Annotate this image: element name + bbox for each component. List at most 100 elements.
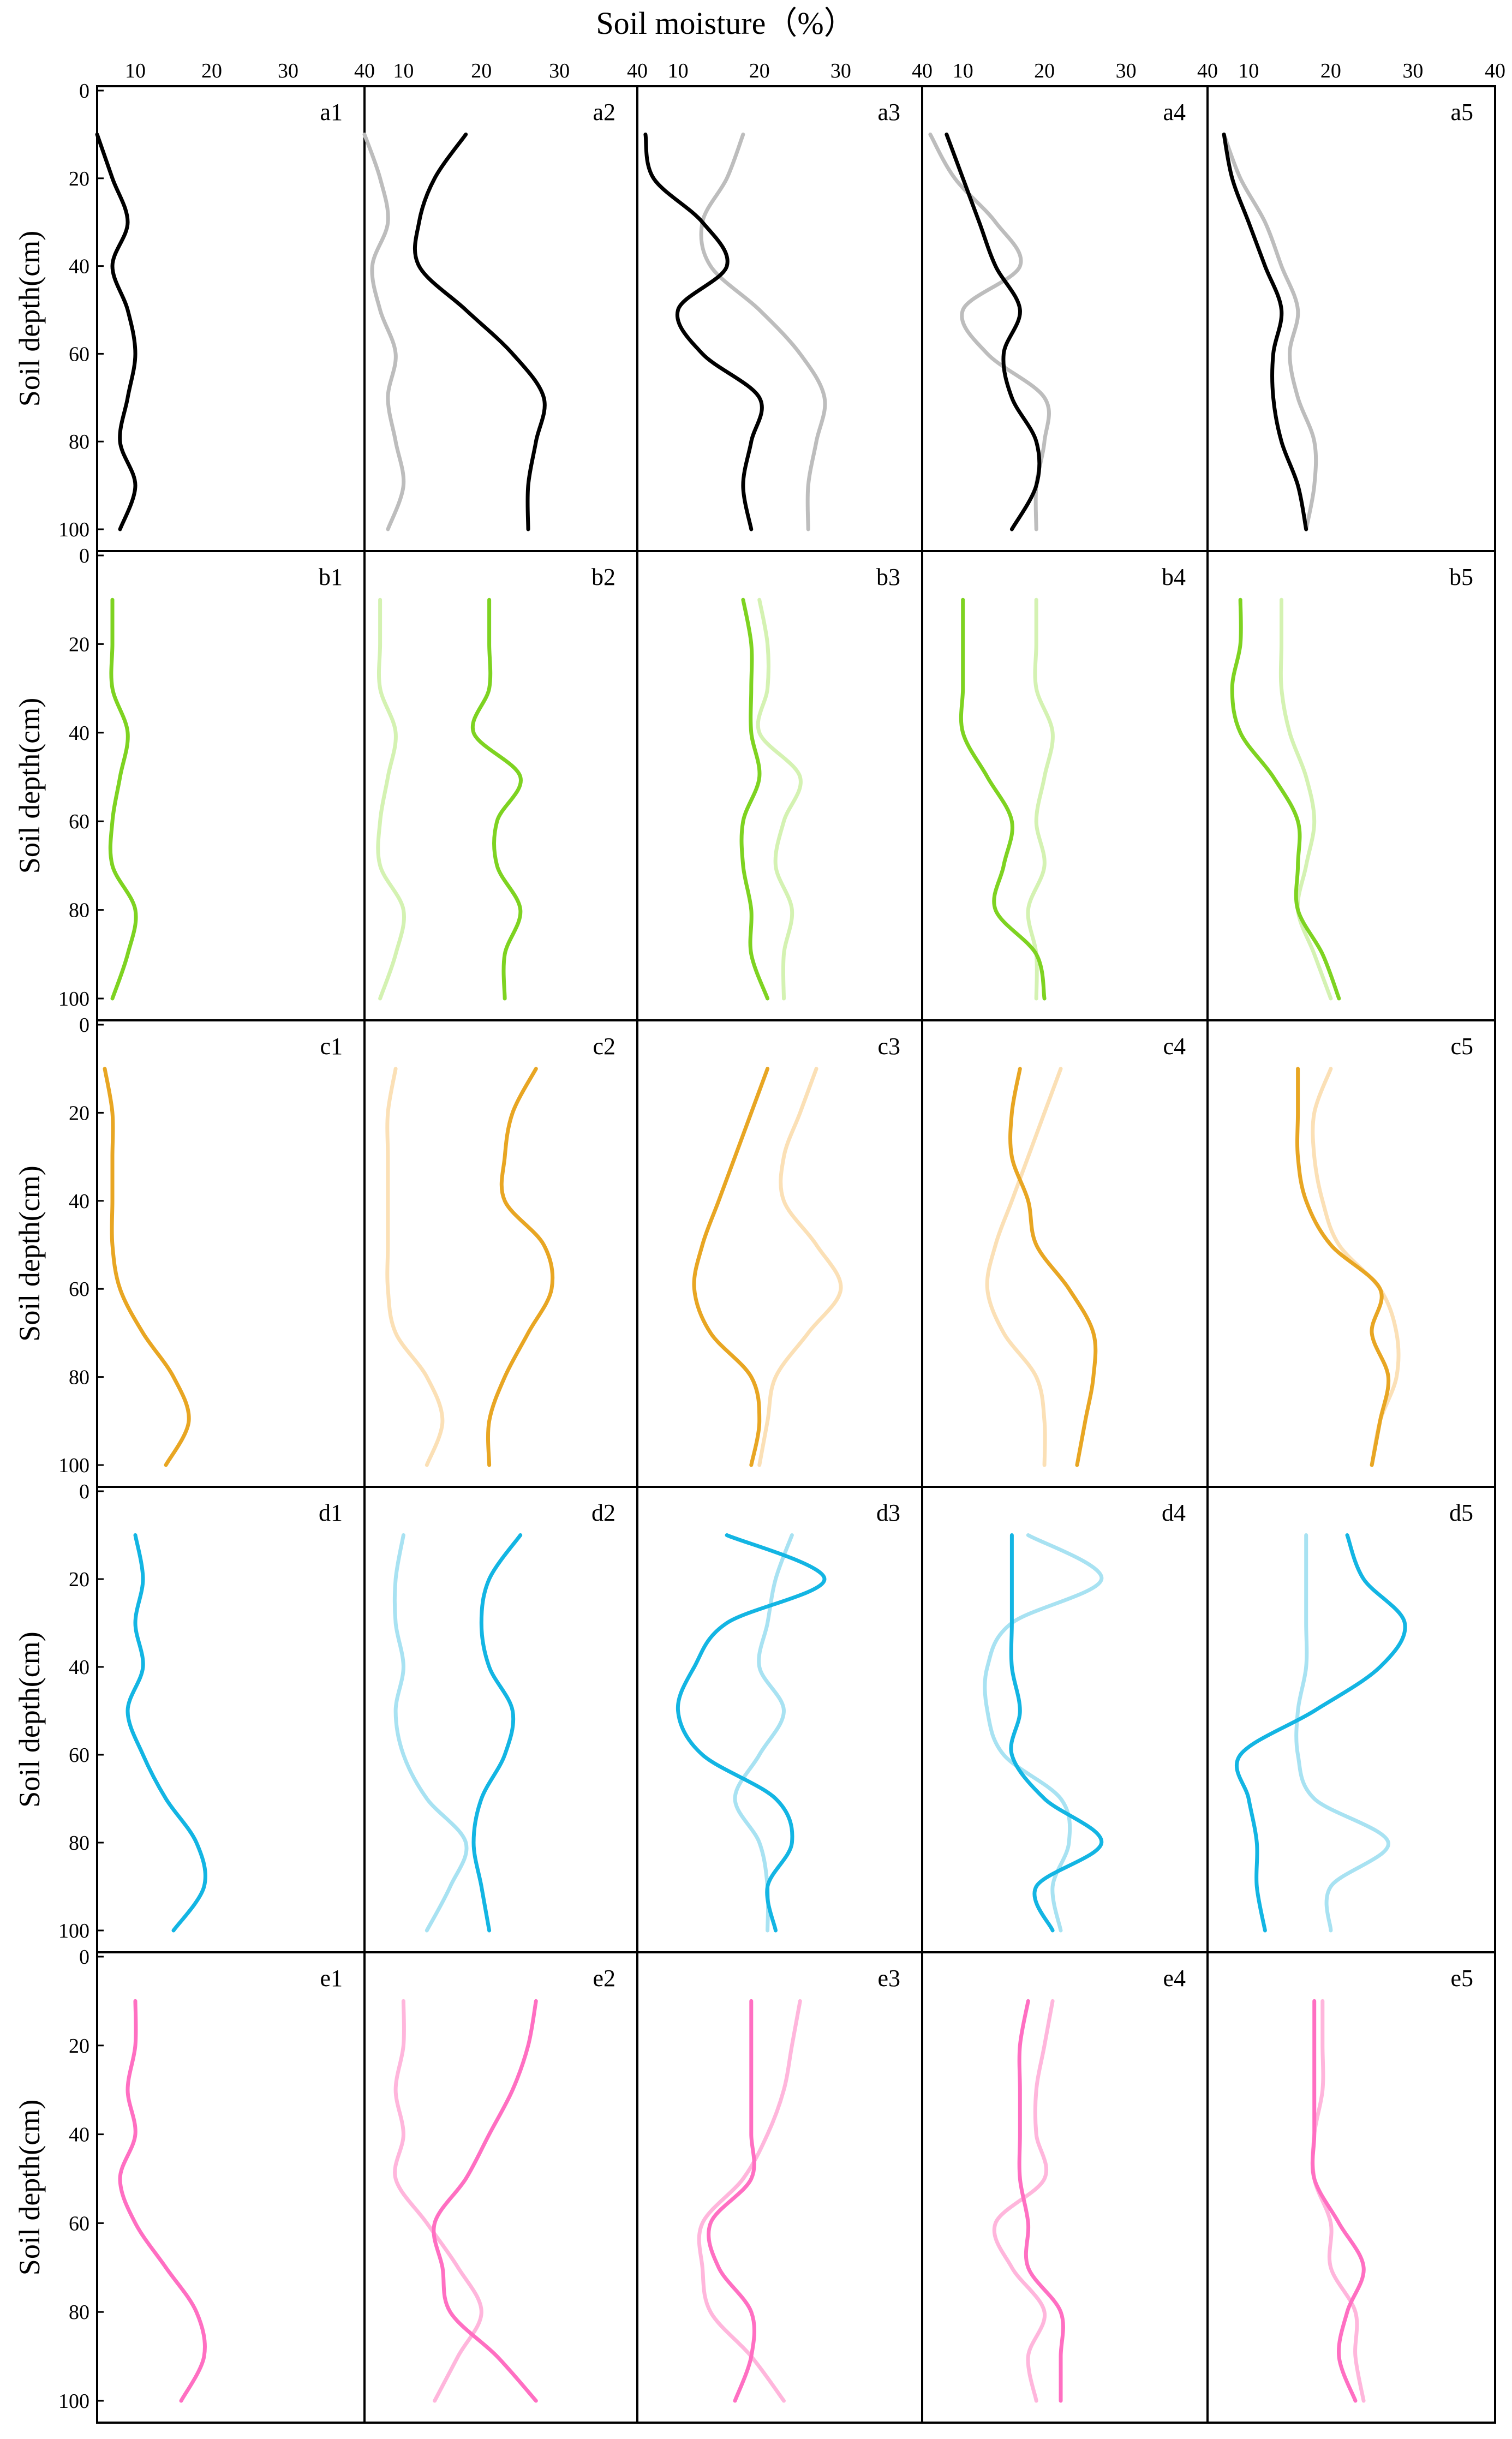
y-tick-label: 100 (58, 1920, 89, 1942)
series-line-dark (1008, 1067, 1098, 1467)
panel-e2: e2 (363, 1951, 638, 2424)
panel-frame (921, 550, 1209, 1021)
y-tick-label: 40 (69, 722, 89, 745)
panel-label: c3 (877, 1033, 900, 1060)
y-tick-label: 0 (79, 1014, 89, 1037)
x-tick-label: 40 (1197, 59, 1218, 82)
panel-a5: a5 (1206, 85, 1496, 552)
y-tick-label: 60 (69, 810, 89, 833)
x-tick-label: 40 (912, 59, 933, 82)
panel-frame (1206, 1951, 1496, 2424)
panel-a3: a3 (636, 85, 923, 552)
series-line-dark (95, 132, 138, 531)
y-tick-label: 60 (69, 1744, 89, 1767)
y-tick-label: 60 (69, 1278, 89, 1301)
panel-b2: b2 (363, 550, 638, 1021)
panel-label: e5 (1450, 1965, 1473, 1992)
series-line-dark (959, 597, 1047, 1001)
series-line-dark (1230, 597, 1341, 1001)
panel-frame (921, 1951, 1209, 2424)
x-tick-label: 40 (354, 59, 375, 82)
series-line-light (1222, 132, 1318, 531)
y-tick-label: 100 (58, 2390, 89, 2413)
y-tick-label: 20 (69, 168, 89, 190)
panel-b4: b4 (921, 550, 1209, 1021)
y-axis-title: Soil depth(cm) (13, 698, 46, 874)
panel-frame (636, 85, 923, 552)
panel-c5: c5 (1206, 1019, 1496, 1488)
series-line-light (757, 1067, 843, 1467)
y-tick-label: 0 (79, 1946, 89, 1969)
panel-frame (363, 550, 638, 1021)
series-line-light (697, 1999, 802, 2403)
y-tick-label: 80 (69, 2301, 89, 2324)
series-line-dark (471, 1533, 523, 1933)
y-axis-title: Soil depth(cm) (13, 1631, 46, 1807)
series-line-dark (707, 1999, 757, 2403)
panel-label: d3 (876, 1499, 900, 1526)
x-tick-label: 10 (393, 59, 414, 82)
panel-a1: a1 (95, 85, 366, 552)
y-tick-label: 60 (69, 2212, 89, 2235)
panel-b3: b3 (636, 550, 923, 1021)
panel-b1: b1 (96, 550, 366, 1021)
panel-label: d4 (1162, 1499, 1186, 1526)
series-line-dark (1017, 1999, 1065, 2403)
panel-label: a4 (1163, 99, 1186, 125)
series-line-dark (1009, 1533, 1104, 1933)
x-tick-label: 10 (125, 59, 146, 82)
series-line-light (376, 597, 406, 1001)
x-tick-label: 30 (830, 59, 851, 82)
y-tick-label: 40 (69, 2124, 89, 2147)
panel-label: b5 (1449, 564, 1473, 590)
series-line-dark (692, 1067, 770, 1467)
panel-label: d2 (591, 1499, 615, 1526)
panel-frame (1206, 1019, 1496, 1488)
panel-label: c5 (1450, 1033, 1473, 1060)
panel-frame (636, 1019, 923, 1488)
panel-a2: a2 (362, 85, 638, 552)
y-tick-label: 40 (69, 1190, 89, 1213)
series-line-dark (1295, 1067, 1391, 1467)
series-line-light (362, 132, 406, 531)
y-tick-label: 80 (69, 1832, 89, 1855)
panel-e5: e5 (1206, 1951, 1496, 2424)
y-tick-label: 20 (69, 1102, 89, 1125)
series-line-light (985, 1067, 1063, 1467)
y-axis-titles: Soil depth(cm) 0 20 40 60 80 100 Soil depth(cm)… (13, 80, 104, 2413)
x-tick-label: 40 (1485, 59, 1505, 82)
panel-d2: d2 (363, 1486, 638, 1953)
x-tick-label: 10 (668, 59, 689, 82)
panel-label: b2 (591, 564, 615, 590)
panel-label: d1 (319, 1499, 343, 1526)
x-tick-label: 30 (278, 59, 298, 82)
series-line-dark (1234, 1533, 1407, 1933)
panel-label: e1 (320, 1965, 343, 1992)
series-line-light (756, 597, 803, 1001)
panel-b5: b5 (1206, 550, 1496, 1021)
x-tick-label: 20 (749, 59, 770, 82)
series-line-light (699, 132, 827, 531)
x-tick-label: 10 (953, 59, 973, 82)
panel-d1: d1 (96, 1486, 366, 1953)
x-axis-title: Soil moisture（%） (596, 5, 855, 41)
series-line-dark (1310, 1999, 1366, 2403)
panel-frame (1206, 1486, 1496, 1953)
panel-label: a1 (320, 99, 343, 125)
panel-label: c4 (1163, 1033, 1186, 1060)
y-axis-title: Soil depth(cm) (13, 1165, 46, 1341)
panel-frame (363, 1486, 638, 1953)
panel-d3: d3 (636, 1486, 923, 1953)
panel-e1: e1 (96, 1951, 366, 2424)
panel-label: b4 (1162, 564, 1186, 590)
series-line-light (733, 1533, 794, 1933)
y-axis-title: Soil depth(cm) (13, 2100, 46, 2275)
panel-frame (96, 1019, 366, 1488)
panel-a4: a4 (921, 85, 1209, 552)
panel-label: a3 (877, 99, 900, 125)
panel-frame (921, 85, 1209, 552)
y-tick-label: 100 (58, 988, 89, 1011)
series-line-light (1026, 597, 1055, 1001)
series-line-light (928, 132, 1051, 531)
